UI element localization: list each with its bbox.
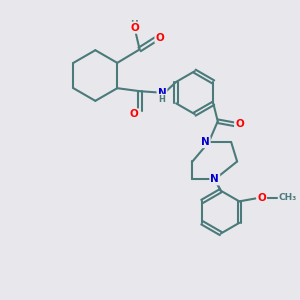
Text: O: O	[257, 193, 266, 203]
Text: H: H	[130, 20, 137, 29]
Text: O: O	[130, 110, 139, 119]
Text: CH₃: CH₃	[278, 193, 296, 202]
Text: N: N	[158, 88, 166, 98]
Text: O: O	[131, 23, 140, 33]
Text: H: H	[158, 95, 165, 104]
Text: N: N	[210, 174, 219, 184]
Text: N: N	[201, 137, 210, 147]
Text: O: O	[235, 119, 244, 129]
Text: O: O	[155, 32, 164, 43]
